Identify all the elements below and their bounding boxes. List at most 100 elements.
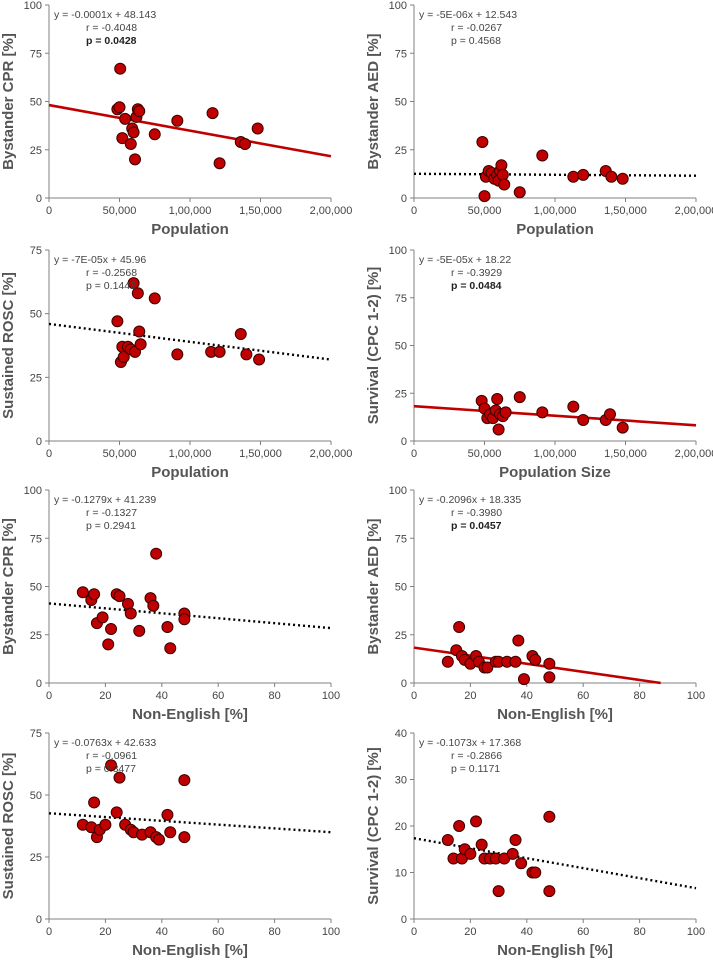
data-point [517,673,530,686]
x-tick-label: 80 [633,926,645,938]
y-tick-label: 75 [30,728,42,740]
x-tick-label: 20 [464,926,476,938]
y-tick-label: 0 [401,914,407,926]
p-value: p = 0.0428 [86,35,137,47]
data-point [124,607,137,620]
data-point [178,831,191,844]
y-tick-label: 25 [395,388,407,400]
data-point [206,107,219,120]
y-tick-label: 25 [30,372,42,384]
x-tick-label: 1,00,000 [169,205,212,217]
data-point [453,820,466,832]
data-point [464,847,477,860]
y-tick-label: 0 [36,193,42,205]
y-tick-label: 20 [395,821,407,833]
data-point [234,328,247,341]
data-point [88,588,101,601]
y-tick-label: 30 [395,775,407,787]
data-point [133,105,146,118]
data-point [150,547,163,560]
y-tick-label: 75 [30,245,42,257]
regression-equation: y = -0.1073x + 17.368 [419,737,521,749]
y-tick-label: 0 [36,914,42,926]
correlation-r: r = -0.0961 [86,750,137,762]
x-tick-label: 2,00,000 [675,448,713,460]
chart-panel-7: 0 25 50 75 0 20 40 60 80 100 Non-English [%] Sustai… [0,728,340,959]
x-tick-label: 1,00,000 [169,448,212,460]
x-tick-label: 80 [268,926,280,938]
x-tick-label: 50,000 [468,205,502,217]
data-point [105,622,118,635]
x-tick-label: 2,00,000 [310,448,353,460]
chart-panel-6: 0 25 50 75 100 0 20 40 60 80 100 Non-English [%] Bys… [365,485,705,723]
data-point [616,421,629,434]
data-point [102,638,115,651]
p-value: p = 0.0457 [451,520,502,532]
x-tick-label: 40 [521,926,533,938]
correlation-r: r = -0.1327 [86,507,137,519]
x-tick-label: 50,000 [103,448,137,460]
data-point [113,101,126,114]
data-point [492,885,505,898]
chart-panel-2: 0 25 50 75 100 0 50,000 1,00,000 1,50,000 2,00,00… [365,0,713,238]
y-tick-label: 0 [401,436,407,448]
chart-panel-5: 0 25 50 75 100 0 20 40 60 80 100 Non-English [%] Bys… [0,485,340,723]
trend-line [48,322,332,361]
x-tick-label: 0 [46,205,52,217]
y-axis-label: Bystander AED [%] [365,518,382,654]
data-point [164,642,177,655]
data-point [178,774,191,787]
p-value: p = 0.4568 [451,35,501,47]
x-tick-label: 20 [99,690,111,702]
x-tick-label: 20 [464,690,476,702]
x-axis-label: Non-English [%] [132,942,248,959]
data-point [567,170,580,183]
x-tick-label: 60 [212,690,224,702]
correlation-r: r = -0.2866 [451,750,502,762]
y-axis-label: Sustained ROSC [%] [0,753,17,900]
y-axis-label: Survival (CPC 1-2) [%] [365,267,382,425]
y-tick-label: 0 [36,436,42,448]
data-point [238,137,251,150]
y-tick-label: 50 [30,582,42,594]
y-tick-label: 100 [389,485,407,497]
y-tick-label: 25 [30,852,42,864]
y-tick-label: 50 [395,97,407,109]
data-point [213,345,226,358]
y-tick-label: 0 [401,678,407,690]
data-point [529,866,542,879]
trend-line [48,812,332,834]
data-point [111,315,124,328]
data-point [99,818,112,831]
data-point [605,170,618,183]
data-point [114,62,127,75]
correlation-r: r = -0.0267 [451,22,502,34]
x-tick-label: 50,000 [468,448,502,460]
data-point [616,172,629,185]
p-value: p = 0.1442 [86,280,136,292]
x-tick-label: 100 [322,926,340,938]
data-point [110,806,123,819]
x-axis-label: Non-English [%] [132,706,248,723]
data-point [481,661,494,674]
x-tick-label: 40 [521,690,533,702]
data-point [131,287,144,300]
y-tick-label: 100 [24,485,42,497]
data-point [478,190,491,203]
y-tick-label: 50 [30,309,42,321]
data-point [134,338,147,351]
y-axis-label: Bystander AED [%] [365,33,382,169]
x-tick-label: 60 [577,926,589,938]
x-tick-label: 0 [46,690,52,702]
y-tick-label: 75 [395,533,407,545]
y-tick-label: 100 [389,0,407,12]
data-point [127,126,140,139]
y-tick-label: 50 [395,582,407,594]
data-point [513,186,526,199]
x-tick-label: 0 [411,690,417,702]
data-point [76,586,89,599]
data-point [491,392,504,405]
data-point [164,826,177,839]
y-tick-label: 25 [30,145,42,157]
x-tick-label: 2,00,000 [675,205,713,217]
